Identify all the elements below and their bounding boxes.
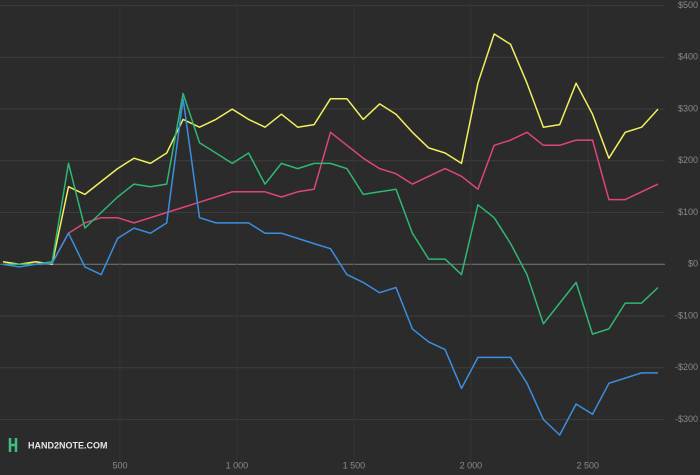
- y-tick-label: $0: [688, 259, 698, 269]
- y-tick-label: $300: [678, 103, 698, 113]
- series-line: [3, 92, 659, 335]
- y-tick-label: $200: [678, 155, 698, 165]
- y-tick-label: -$200: [675, 362, 698, 372]
- x-tick-label: 2 000: [460, 460, 483, 470]
- series-line: [2, 97, 658, 436]
- x-tick-label: 500: [112, 460, 127, 470]
- y-tick-label: -$300: [675, 414, 698, 424]
- logo: HAND2NOTE.COM: [8, 438, 108, 452]
- watermark: HAND2NOTE.COM: [28, 440, 108, 450]
- y-tick-label: $400: [678, 52, 698, 62]
- x-tick-label: 1 500: [343, 460, 366, 470]
- y-tick-label: $100: [678, 207, 698, 217]
- x-tick-label: 1 000: [226, 460, 249, 470]
- x-tick-label: 2 500: [577, 460, 600, 470]
- y-tick-label: -$100: [675, 310, 698, 320]
- series-line: [3, 131, 659, 266]
- series-line: [2, 33, 659, 266]
- logo-icon: [8, 438, 18, 452]
- y-tick-label: $500: [678, 0, 698, 10]
